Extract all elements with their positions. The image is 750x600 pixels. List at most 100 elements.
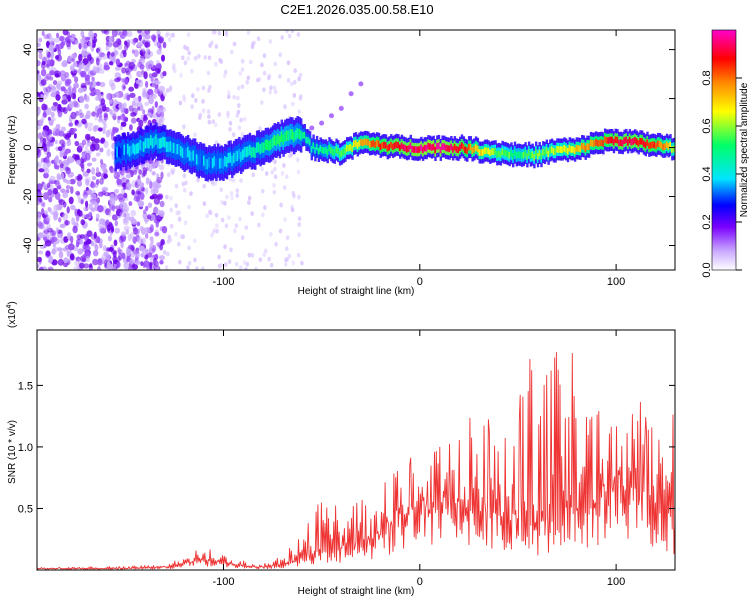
spectrogram-faint-dot (287, 253, 292, 259)
spectrogram-scatter-dot (50, 236, 58, 243)
spectrogram-faint-dot (202, 183, 206, 189)
spectrogram-ridge-core (126, 144, 130, 155)
spectrogram-scatter-dot (93, 250, 99, 257)
spectrogram-faint-dot (285, 235, 290, 241)
spectrogram-ridge-core (254, 147, 257, 158)
spectrogram-ridge-core (183, 149, 186, 160)
spectrogram-scatter-dot (86, 189, 93, 195)
spectrogram-faint-dot (287, 33, 292, 39)
spectrogram-scatter-dot (118, 235, 124, 244)
spectrogram-faint-dot (187, 260, 192, 266)
spectrogram-scatter-dot (37, 199, 40, 206)
spectrogram-faint-dot (291, 101, 295, 107)
spectrogram-ridge-core (250, 147, 253, 158)
spectrogram-scatter-dot (153, 39, 158, 47)
spectrogram-faint-dot (246, 30, 251, 35)
spectrogram-scatter-dot (140, 186, 145, 192)
spectrogram-branch-point (329, 113, 334, 119)
spectrogram-faint-dot (201, 108, 206, 114)
spectrogram-ridge-core (149, 135, 153, 146)
spectrogram-ridge-core (614, 136, 617, 143)
spectrogram-scatter-dot (126, 30, 133, 37)
spectrogram-faint-dot (239, 117, 243, 123)
spectrogram-scatter-dot (67, 95, 71, 101)
spectrogram-faint-dot (186, 56, 191, 62)
spectrogram-scatter-dot (52, 80, 58, 86)
spectrogram-faint-dot (285, 30, 289, 34)
spectrogram-scatter-dot (109, 109, 113, 115)
spectrogram-faint-dot (286, 78, 291, 83)
spectrogram-faint-dot (174, 183, 179, 189)
spectrogram-scatter-dot (65, 189, 70, 194)
spectrogram-faint-dot (297, 222, 302, 227)
spectrogram-ridge-core (609, 136, 612, 144)
spectrogram-ridge-core (162, 136, 165, 147)
spectrogram-faint-dot (278, 52, 283, 58)
spectrogram-scatter-dot (71, 128, 78, 132)
spectrogram-scatter-dot (137, 42, 141, 48)
spectrogram-faint-dot (292, 193, 296, 199)
spectrogram-ridge-core (450, 143, 453, 151)
spectrogram-ridge-core (314, 147, 317, 154)
spectrogram-scatter-dot (80, 30, 85, 38)
spectrogram-scatter-dot (140, 261, 144, 266)
spectrogram-ridge-core (400, 142, 404, 149)
spectrogram-ridge-core (531, 151, 534, 158)
spectrogram-scatter-dot (149, 181, 153, 189)
spectrogram-ridge-core (503, 149, 506, 157)
spectrogram-scatter-dot (154, 80, 161, 85)
spectrogram-scatter-dot (101, 186, 109, 192)
spectrogram-ridge-core (211, 158, 215, 169)
spectrogram-scatter-dot (107, 235, 112, 242)
spectrogram-scatter-dot (109, 93, 117, 99)
spectrogram-scatter-dot (63, 257, 69, 264)
spectrogram-faint-dot (273, 159, 277, 165)
spectrogram-ridge-core (361, 139, 365, 147)
spectrogram-faint-dot (214, 122, 218, 128)
spectrogram-scatter-dot (82, 194, 88, 200)
spectrogram-faint-dot (182, 94, 186, 100)
spectrogram-scatter-dot (139, 50, 143, 56)
spectrogram-scatter-dot (83, 263, 90, 269)
spectrogram-ridge-core (252, 146, 255, 158)
spectrogram-ridge-core (367, 139, 370, 146)
spectrogram-ridge-core (224, 156, 227, 167)
spectrogram-ridge-core (141, 141, 144, 152)
spectrogram-scatter-dot (68, 85, 72, 92)
spectrogram-scatter-dot (97, 127, 103, 132)
spectrogram-scatter-dot (151, 105, 155, 114)
spectrogram-scatter-dot (70, 186, 74, 194)
spectrogram-ridge-core (121, 144, 124, 156)
spectrogram-scatter-dot (80, 70, 87, 77)
spectrogram-scatter-dot (143, 71, 148, 80)
spectrogram-ridge-core (660, 142, 663, 149)
spectrogram-ridge-core (356, 142, 359, 149)
spectrogram-scatter-dot (38, 168, 45, 173)
spectrogram-scatter-dot (61, 172, 65, 180)
spectrogram-scatter-dot (148, 63, 153, 69)
spectrogram-faint-dot (224, 262, 228, 267)
spectrogram-ridge-core (589, 139, 593, 147)
spectrogram-ridge-core (527, 149, 531, 156)
colorbar: 0.0 0.2 0.4 0.6 0.8 Normalized spectral ampl… (701, 29, 750, 278)
spectrogram-ridge-core (665, 141, 669, 148)
colorbar-tick-label: 0.2 (701, 214, 713, 229)
spectrogram-ridge-core (524, 149, 527, 157)
spectrogram-ridge-core (156, 138, 160, 149)
spectrogram-faint-dot (296, 157, 300, 163)
spectrogram-faint-dot (268, 39, 273, 44)
spectrogram-scatter-dot (158, 164, 165, 171)
spectrogram-scatter-dot (38, 37, 43, 43)
spectrogram-scatter-dot (127, 233, 132, 242)
spectrogram-scatter-dot (69, 178, 76, 185)
spectrogram-scatter-dot (123, 192, 128, 199)
spectrogram-ridge-core (197, 156, 200, 167)
spectrogram-scatter-dot (136, 228, 140, 235)
spectrogram-faint-dot (177, 210, 181, 216)
spectrogram-ylabel: Frequency (Hz) (7, 116, 18, 185)
spectrogram-scatter-dot (69, 100, 74, 109)
spectrogram-faint-dot (190, 68, 194, 74)
spectrogram-scatter-dot (38, 192, 43, 199)
spectrogram-ridge-core (321, 146, 324, 154)
spectrogram-scatter-dot (133, 250, 140, 255)
